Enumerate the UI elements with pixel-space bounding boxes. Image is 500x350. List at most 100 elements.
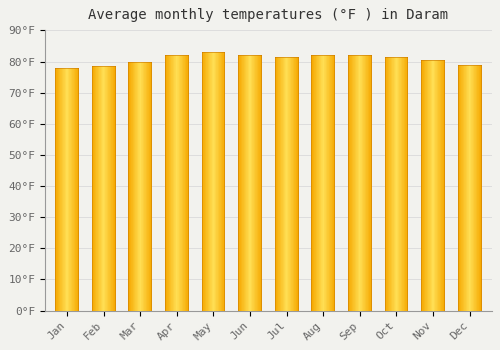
Bar (135, 62, 136, 310)
Bar (224, 52, 226, 310)
Bar (177, 55, 178, 310)
Bar (65, 68, 66, 310)
Bar (438, 60, 439, 310)
Bar (60, 68, 61, 310)
Bar (432, 60, 433, 310)
Bar (206, 52, 207, 310)
Bar (58, 68, 59, 310)
Bar (289, 57, 290, 310)
Bar (331, 55, 332, 310)
Bar (466, 65, 467, 310)
Bar (175, 55, 176, 310)
Bar (78, 68, 79, 310)
Bar (390, 57, 391, 310)
Bar (461, 65, 462, 310)
Bar (55, 68, 56, 310)
Bar (128, 62, 152, 63)
Bar (332, 55, 333, 310)
Bar (255, 55, 256, 310)
Bar (479, 65, 480, 310)
Bar (76, 68, 77, 310)
Bar (211, 52, 212, 310)
Bar (400, 57, 402, 310)
Bar (330, 55, 331, 310)
Bar (260, 55, 261, 310)
Bar (399, 57, 400, 310)
Bar (56, 68, 57, 310)
Bar (356, 55, 357, 310)
Bar (296, 57, 297, 310)
Bar (238, 55, 262, 56)
Bar (62, 68, 63, 310)
Bar (386, 57, 387, 310)
Bar (444, 60, 445, 310)
Bar (471, 65, 472, 310)
Bar (239, 55, 240, 310)
Bar (94, 66, 95, 310)
Bar (460, 65, 461, 310)
Bar (140, 62, 141, 310)
Bar (322, 55, 324, 310)
Bar (478, 65, 480, 310)
Bar (393, 57, 394, 310)
Bar (477, 65, 478, 310)
Bar (202, 52, 203, 310)
Bar (114, 66, 116, 310)
Bar (170, 55, 171, 310)
Bar (405, 57, 406, 310)
Bar (426, 60, 427, 310)
Bar (247, 55, 248, 310)
Bar (282, 57, 283, 310)
Bar (246, 55, 247, 310)
Bar (462, 65, 463, 310)
Bar (138, 62, 139, 310)
Bar (435, 60, 436, 310)
Bar (187, 55, 188, 310)
Bar (141, 62, 142, 310)
Bar (252, 55, 253, 310)
Bar (67, 68, 68, 310)
Bar (360, 55, 361, 310)
Bar (66, 68, 67, 310)
Bar (244, 55, 246, 310)
Bar (349, 55, 350, 310)
Bar (106, 66, 108, 310)
Bar (166, 55, 168, 310)
Bar (472, 65, 474, 310)
Bar (442, 60, 444, 310)
Bar (361, 55, 362, 310)
Bar (365, 55, 366, 310)
Bar (223, 52, 224, 310)
Bar (354, 55, 355, 310)
Bar (205, 52, 206, 310)
Bar (171, 55, 172, 310)
Bar (468, 65, 469, 310)
Bar (218, 52, 219, 310)
Bar (394, 57, 396, 310)
Bar (334, 55, 335, 310)
Bar (444, 60, 445, 310)
Bar (61, 68, 62, 310)
Bar (146, 62, 147, 310)
Bar (286, 57, 288, 310)
Bar (207, 52, 208, 310)
Bar (77, 68, 78, 310)
Bar (78, 68, 79, 310)
Bar (285, 57, 286, 310)
Bar (134, 62, 135, 310)
Bar (186, 55, 187, 310)
Bar (216, 52, 217, 310)
Bar (250, 55, 252, 310)
Bar (107, 66, 108, 310)
Bar (348, 55, 349, 310)
Bar (115, 66, 116, 310)
Bar (241, 55, 242, 310)
Bar (275, 57, 276, 310)
Bar (63, 68, 64, 310)
Bar (384, 57, 386, 310)
Bar (217, 52, 218, 310)
Bar (424, 60, 425, 310)
Bar (480, 65, 481, 310)
Bar (92, 66, 93, 310)
Bar (55, 68, 56, 310)
